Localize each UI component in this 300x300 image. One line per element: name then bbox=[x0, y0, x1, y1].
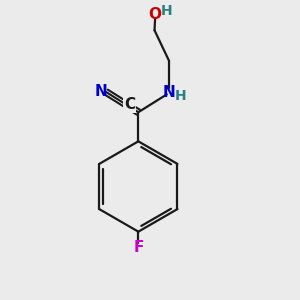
Text: N: N bbox=[94, 84, 107, 99]
Text: H: H bbox=[160, 4, 172, 18]
Text: N: N bbox=[163, 85, 176, 100]
Text: H: H bbox=[175, 89, 187, 103]
Text: O: O bbox=[148, 7, 162, 22]
Text: F: F bbox=[133, 240, 143, 255]
Text: C: C bbox=[124, 97, 135, 112]
